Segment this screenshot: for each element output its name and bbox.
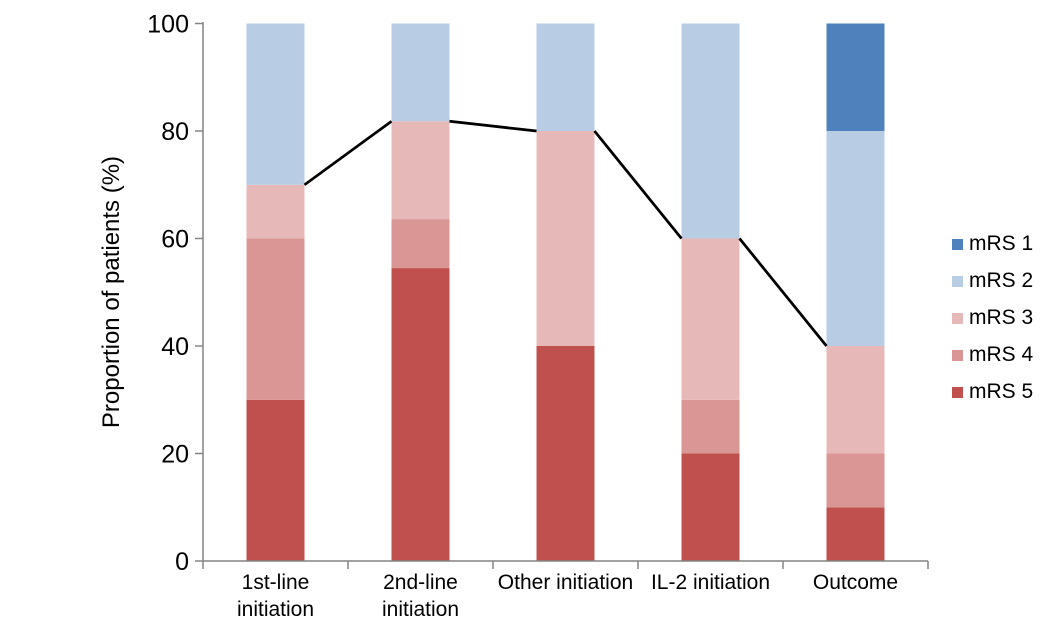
bar-segment-outcome-mrs-5 xyxy=(826,507,885,562)
legend-label-mrs-2: mRS 2 xyxy=(969,269,1034,292)
trend-line-segment xyxy=(738,237,828,347)
bar-segment-outcome-mrs-2 xyxy=(826,131,885,346)
legend-item-mrs-2: mRS 2 xyxy=(952,269,1033,293)
bar-segment-il-2-initiation-mrs-5 xyxy=(681,453,740,561)
legend-item-mrs-1: mRS 1 xyxy=(952,232,1033,256)
x-category-label-outcome: Outcome xyxy=(813,571,898,594)
x-category-label-other-initiation: Other initiation xyxy=(498,571,633,594)
x-category-label-1st-line-initiation: 1st-line initiation xyxy=(237,571,314,621)
bar-segment-1st-line-initiation-mrs-5 xyxy=(246,399,305,562)
bar-segment-1st-line-initiation-mrs-3 xyxy=(246,184,305,239)
legend-swatch-mrs-4 xyxy=(952,349,963,361)
trend-line-segment xyxy=(593,130,683,240)
trend-line-segment xyxy=(449,119,537,133)
bar-segment-other-initiation-mrs-5 xyxy=(536,346,595,561)
legend-item-mrs-3: mRS 3 xyxy=(952,306,1033,330)
legend-swatch-mrs-1 xyxy=(952,238,963,250)
legend: mRS 1 mRS 2 mRS 3 mRS 4 mRS 5 xyxy=(952,232,1033,417)
bar-segment-il-2-initiation-mrs-3 xyxy=(681,238,740,400)
y-tick-label-60: 60 xyxy=(161,225,189,253)
bar-segment-2nd-line-initiation-mrs-5 xyxy=(391,268,450,561)
y-tick-label-20: 20 xyxy=(161,440,189,468)
bar-segment-1st-line-initiation-mrs-4 xyxy=(246,238,305,400)
bar-segment-other-initiation-mrs-3 xyxy=(536,131,595,346)
y-tick-label-40: 40 xyxy=(161,333,189,361)
x-category-label-il-2-initiation: IL-2 initiation xyxy=(651,571,770,594)
legend-swatch-mrs-3 xyxy=(952,312,963,324)
bar-segment-il-2-initiation-mrs-2 xyxy=(681,23,740,239)
y-tick-label-0: 0 xyxy=(175,548,189,576)
bar-segment-2nd-line-initiation-mrs-4 xyxy=(391,219,450,268)
x-category-label-2nd-line-initiation: 2nd-line initiation xyxy=(382,571,459,621)
legend-label-mrs-3: mRS 3 xyxy=(969,306,1034,329)
legend-item-mrs-4: mRS 4 xyxy=(952,343,1033,367)
trend-line-segment xyxy=(303,120,393,186)
bar-segment-il-2-initiation-mrs-4 xyxy=(681,399,740,454)
y-tick-label-80: 80 xyxy=(161,118,189,146)
y-tick-label-100: 100 xyxy=(147,10,189,38)
legend-label-mrs-1: mRS 1 xyxy=(969,232,1034,255)
bar-segment-outcome-mrs-1 xyxy=(826,23,885,131)
bar-segment-2nd-line-initiation-mrs-3 xyxy=(391,121,450,220)
bar-segment-2nd-line-initiation-mrs-2 xyxy=(391,23,450,122)
legend-label-mrs-5: mRS 5 xyxy=(969,380,1034,403)
bar-segment-other-initiation-mrs-2 xyxy=(536,23,595,131)
bar-segment-outcome-mrs-4 xyxy=(826,453,885,508)
legend-item-mrs-5: mRS 5 xyxy=(952,380,1033,404)
legend-swatch-mrs-2 xyxy=(952,275,963,287)
legend-label-mrs-4: mRS 4 xyxy=(969,343,1034,366)
bar-segment-1st-line-initiation-mrs-2 xyxy=(246,23,305,185)
legend-swatch-mrs-5 xyxy=(952,386,963,398)
bar-segment-outcome-mrs-3 xyxy=(826,346,885,454)
